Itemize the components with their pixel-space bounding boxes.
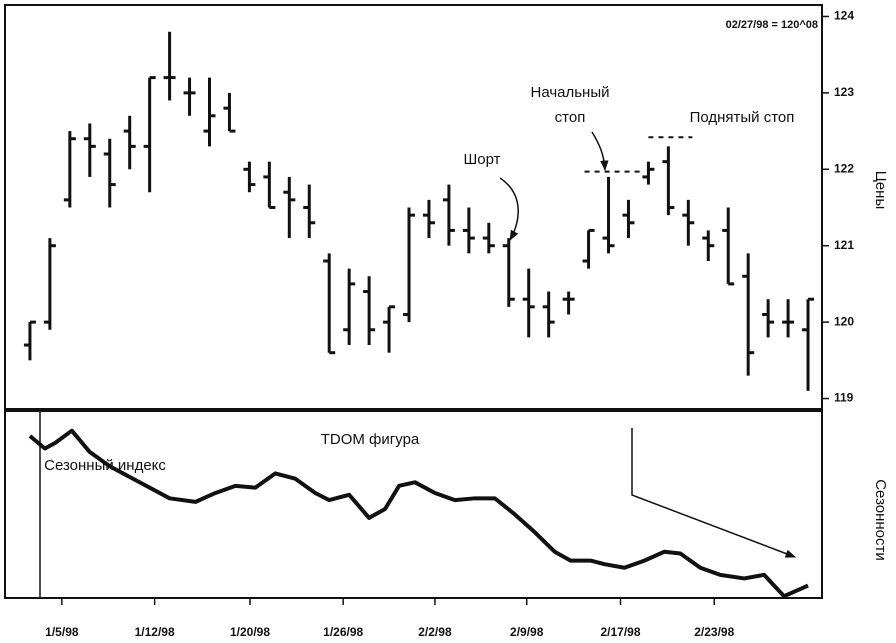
x-tick-label: 1/26/98 [323, 625, 363, 639]
x-tick-label: 2/23/98 [694, 625, 734, 639]
trend-arrow [631, 428, 796, 558]
y-tick-label: 121 [834, 238, 854, 252]
pattern-label: TDOM фигура [321, 431, 420, 448]
x-tick-label: 1/12/98 [135, 625, 175, 639]
y-axis-label: Цены [872, 171, 889, 210]
y-tick-label: 119 [834, 391, 854, 405]
y-tick-label: 122 [834, 161, 854, 175]
y-tick-label: 124 [834, 9, 854, 23]
x-tick-label: 1/5/98 [45, 625, 79, 639]
short-label: Шорт [464, 151, 501, 168]
y-tick-label: 123 [834, 85, 854, 99]
seasonal-line [28, 428, 809, 599]
y-tick-label: 120 [834, 314, 854, 328]
seasonal-axis-label: Сезонности [872, 479, 889, 561]
x-tick-label: 2/17/98 [600, 625, 640, 639]
initial-stop-label: Начальный [530, 84, 609, 101]
price-panel [4, 4, 823, 411]
price-annotation: 02/27/98 = 120^08 [726, 19, 818, 31]
initial-stop-label: стоп [555, 109, 586, 126]
stop-arrow [591, 131, 609, 172]
x-tick-label: 2/9/98 [510, 625, 544, 639]
short-arrow [499, 177, 519, 241]
x-tick-label: 1/20/98 [230, 625, 270, 639]
raised-stop-label: Поднятый стоп [690, 109, 795, 126]
x-tick-label: 2/2/98 [418, 625, 452, 639]
